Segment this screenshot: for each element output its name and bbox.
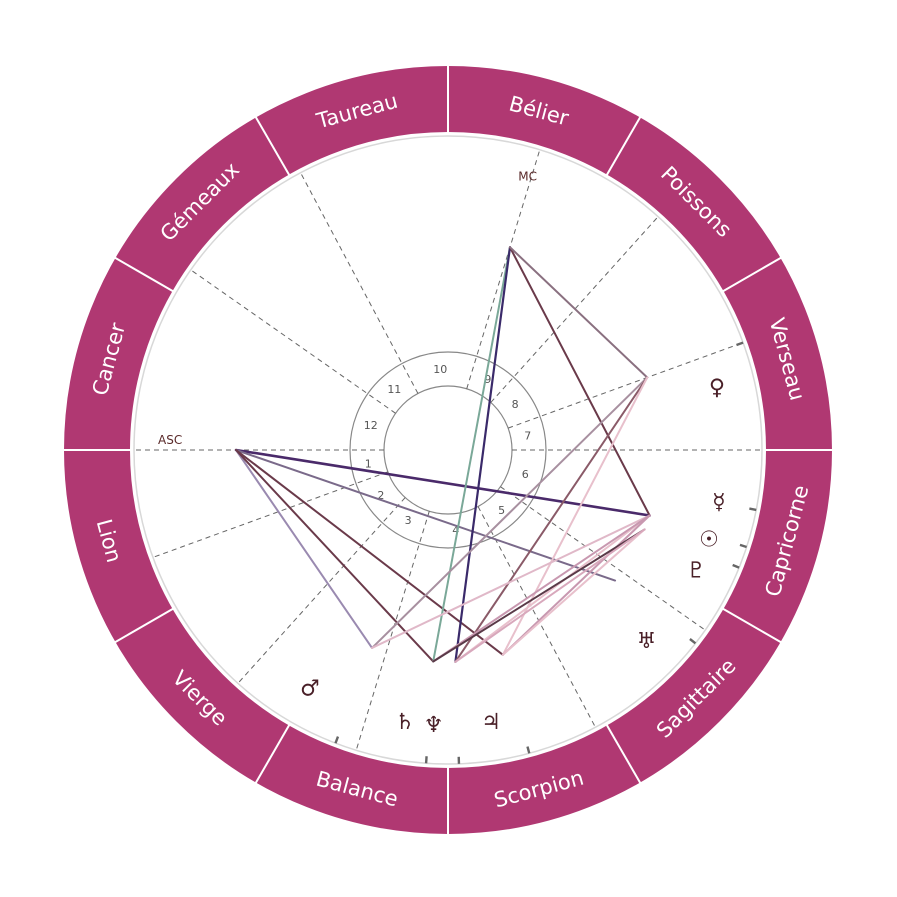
house-number-3: 3 [405,514,412,527]
axis-labels: ASC MC [158,169,537,447]
house-ring-outer [349,351,547,549]
sign-divider [605,724,642,784]
aspect-line-mc-neptune [454,246,512,663]
house-cusp-2 [152,471,389,558]
asc-label: ASC [158,433,182,447]
sign-divider [605,116,642,176]
aspect-line-sun-jupiter [501,514,651,656]
mercury-icon: ☿ [712,490,726,515]
house-cusp-12 [190,269,396,414]
house-number-4: 4 [452,524,459,537]
house-ring-inner [383,385,513,515]
aspect-line-venus-mars [371,376,649,649]
sign-divider [114,256,174,293]
planet-ticks [334,341,757,764]
saturn-icon: ♄ [395,710,415,735]
sun-tick [739,543,748,549]
sun-icon: ☉ [699,527,719,552]
planet-glyphs: ♀ ☿ ☉ ♇ ♅ ♃ ♆ ♄ ♂ [300,375,726,738]
aspect-line-asc-jupiter [235,449,504,656]
aspect-line-pluto-saturn [432,528,646,663]
house-number-9: 9 [484,373,491,386]
aspect-line-asc-sun [234,448,651,517]
mars-tick [334,736,340,744]
sign-divider [114,607,174,644]
venus-tick [736,341,744,347]
aspect-line-mc-saturn [432,246,511,663]
aspect-line-sun-mars [371,514,651,649]
aspect-line-sun-neptune [454,514,651,663]
house-number-10: 10 [433,363,447,376]
aspect-line-mc-sun [508,246,651,517]
house-cusp-6 [500,486,706,631]
house-cusp-8 [507,342,744,429]
house-cusp-4 [355,511,430,751]
sign-divider [722,256,782,293]
house-number-1: 1 [365,458,372,471]
sign-divider [254,116,291,176]
house-cusp-11 [300,172,419,394]
aspect-line-asc-saturn [235,449,435,663]
house-number-7: 7 [524,429,531,442]
house-number-12: 12 [364,419,378,432]
neptune-icon: ♆ [424,713,444,738]
jupiter-tick [526,746,531,754]
house-cusp-10 [466,149,541,389]
house-number-8: 8 [512,398,519,411]
house-cusp-5 [477,506,596,728]
house-number-11: 11 [387,383,401,396]
venus-icon: ♀ [709,375,725,400]
inner-chart-circle [133,135,763,765]
aspect-line-asc-uranus [235,449,617,582]
sign-divider [254,724,291,784]
house-cusp-9 [490,216,659,403]
mercury-tick [749,507,757,512]
house-cusp-3 [237,497,406,684]
house-number-5: 5 [498,504,505,517]
pluto-tick [732,563,740,569]
sign-divider [722,607,782,644]
zodiac-ring: BélierTaureauGémeauxCancerLionViergeBala… [63,65,833,835]
aspect-line-mc-venus [508,246,649,379]
mars-icon: ♂ [300,677,320,702]
aspect-line-sun-saturn [432,514,651,663]
jupiter-icon: ♃ [481,710,501,735]
pluto-icon: ♇ [686,558,706,583]
aspect-line-asc-mars [235,449,374,649]
aspect-line-pluto-jupiter [501,528,646,656]
mc-label: MC [518,169,537,183]
house-number-6: 6 [522,468,529,481]
aspect-line-pluto-neptune [454,528,646,663]
aspect-line-venus-neptune [454,376,649,663]
house-number-2: 2 [377,489,384,502]
uranus-tick [689,638,697,645]
uranus-icon: ♅ [637,629,657,654]
aspect-lines [234,246,651,663]
